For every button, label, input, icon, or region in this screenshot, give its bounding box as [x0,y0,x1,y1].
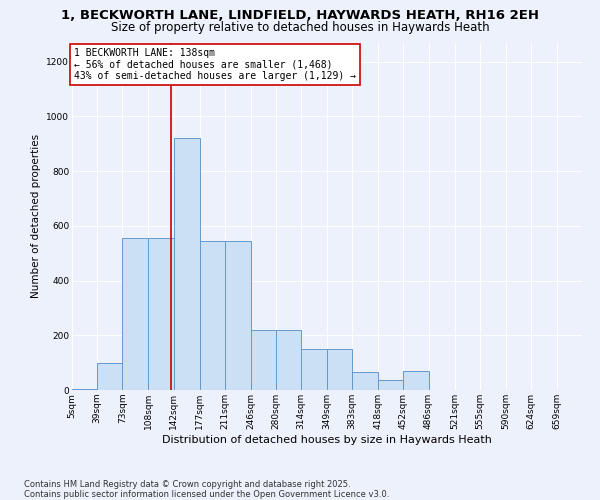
X-axis label: Distribution of detached houses by size in Haywards Heath: Distribution of detached houses by size … [162,434,492,444]
Bar [173,138,199,390]
Bar [301,349,327,390]
Text: 1 BECKWORTH LANE: 138sqm
← 56% of detached houses are smaller (1,468)
43% of sem: 1 BECKWORTH LANE: 138sqm ← 56% of detach… [74,48,356,81]
Bar [122,238,148,390]
Bar [148,238,173,390]
Bar [378,380,403,390]
Bar [199,241,225,390]
Bar [403,371,428,390]
Text: Size of property relative to detached houses in Haywards Heath: Size of property relative to detached ho… [110,21,490,34]
Bar [97,362,122,390]
Text: Contains HM Land Registry data © Crown copyright and database right 2025.
Contai: Contains HM Land Registry data © Crown c… [24,480,389,499]
Bar [72,388,97,390]
Bar [352,372,378,390]
Bar [276,330,301,390]
Bar [327,349,352,390]
Y-axis label: Number of detached properties: Number of detached properties [31,134,41,298]
Bar [251,330,276,390]
Text: 1, BECKWORTH LANE, LINDFIELD, HAYWARDS HEATH, RH16 2EH: 1, BECKWORTH LANE, LINDFIELD, HAYWARDS H… [61,9,539,22]
Bar [225,241,251,390]
